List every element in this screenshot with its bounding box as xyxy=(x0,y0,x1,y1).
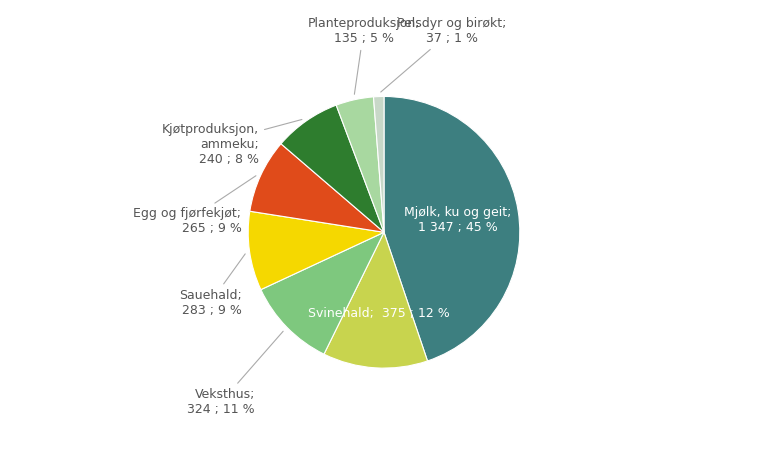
Wedge shape xyxy=(384,97,520,361)
Text: Pelsdyr og birøkt;
37 ; 1 %: Pelsdyr og birøkt; 37 ; 1 % xyxy=(381,17,507,92)
Text: Mjølk, ku og geit;
1 347 ; 45 %: Mjølk, ku og geit; 1 347 ; 45 % xyxy=(404,206,511,234)
Wedge shape xyxy=(373,97,384,232)
Text: Egg og fjørfekjøt;
265 ; 9 %: Egg og fjørfekjøt; 265 ; 9 % xyxy=(134,176,256,235)
Text: Sauehald;
283 ; 9 %: Sauehald; 283 ; 9 % xyxy=(179,254,245,317)
Wedge shape xyxy=(261,232,384,354)
Wedge shape xyxy=(336,97,384,232)
Text: Veksthus;
324 ; 11 %: Veksthus; 324 ; 11 % xyxy=(187,331,283,416)
Text: Planteproduksjon;
135 ; 5 %: Planteproduksjon; 135 ; 5 % xyxy=(307,17,420,94)
Text: Svinehald;  375 ; 12 %: Svinehald; 375 ; 12 % xyxy=(308,307,450,320)
Wedge shape xyxy=(248,211,384,290)
Wedge shape xyxy=(250,144,384,232)
Text: Kjøtproduksjon,
ammeku;
240 ; 8 %: Kjøtproduksjon, ammeku; 240 ; 8 % xyxy=(162,120,302,166)
Wedge shape xyxy=(324,232,428,368)
Wedge shape xyxy=(281,105,384,232)
